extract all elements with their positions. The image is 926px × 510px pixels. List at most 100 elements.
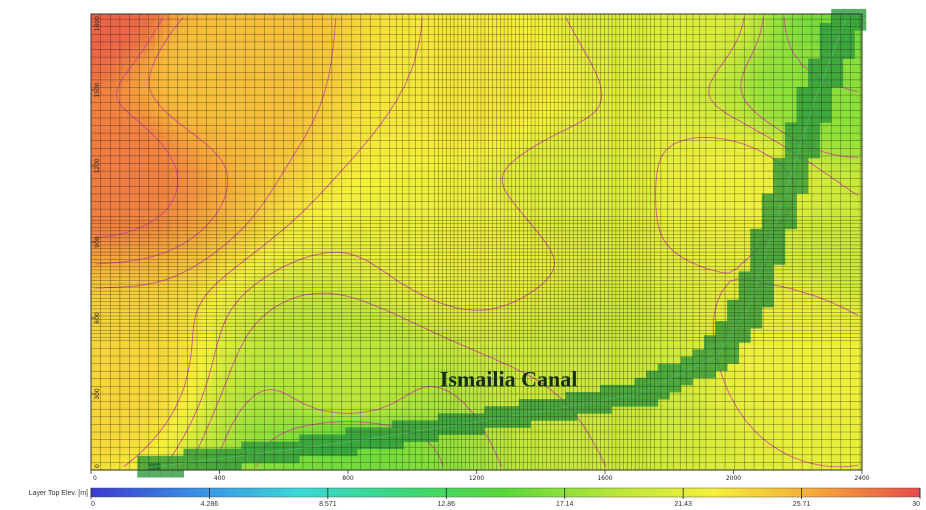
heat-cell xyxy=(115,324,124,332)
heat-cell xyxy=(637,318,646,325)
heat-cell xyxy=(725,248,735,256)
heat-cell xyxy=(677,400,686,408)
heat-cell xyxy=(853,311,863,319)
heat-cell xyxy=(91,153,100,161)
heat-cell xyxy=(388,343,397,351)
heat-cell xyxy=(315,191,325,199)
heat-cell xyxy=(516,387,526,395)
heat-cell xyxy=(227,242,237,249)
heat-cell xyxy=(532,210,542,218)
heat-cell xyxy=(717,172,727,180)
heat-cell xyxy=(123,444,132,452)
heat-cell xyxy=(500,140,510,148)
heat-cell xyxy=(195,261,205,268)
heat-cell xyxy=(492,197,502,205)
heat-cell xyxy=(661,242,670,249)
heat-cell xyxy=(532,368,542,376)
heat-cell xyxy=(195,286,205,294)
heat-cell xyxy=(725,280,735,287)
heat-cell xyxy=(637,153,646,161)
heat-cell xyxy=(339,343,349,351)
heat-cell xyxy=(155,166,164,173)
heat-cell xyxy=(227,432,237,439)
heat-cell xyxy=(508,337,518,344)
heat-cell xyxy=(155,375,164,382)
heat-cell xyxy=(123,463,132,471)
heat-cell xyxy=(380,261,389,268)
heat-cell xyxy=(339,457,349,465)
heat-cell xyxy=(99,463,108,471)
heat-cell xyxy=(492,159,502,167)
heat-cell xyxy=(693,254,702,262)
heat-cell xyxy=(388,381,397,389)
heat-cell xyxy=(171,375,180,382)
heat-cell xyxy=(436,254,445,262)
heat-cell xyxy=(613,349,622,357)
heat-cell xyxy=(460,191,470,199)
heat-cell xyxy=(348,343,357,351)
heat-cell xyxy=(548,311,558,319)
heat-cell xyxy=(452,406,462,414)
heat-cell xyxy=(532,197,542,205)
heat-cell xyxy=(396,387,405,395)
heat-cell xyxy=(372,242,381,249)
heat-cell xyxy=(757,330,767,338)
heat-cell xyxy=(596,166,606,173)
heat-cell xyxy=(725,286,735,294)
heat-cell xyxy=(637,178,646,186)
heat-cell xyxy=(596,425,606,433)
heat-cell xyxy=(171,153,180,161)
heat-cell xyxy=(259,172,269,180)
heat-cell xyxy=(821,191,831,199)
heat-cell xyxy=(235,267,245,275)
heat-cell xyxy=(267,299,277,306)
heat-cell xyxy=(147,337,156,344)
heat-cell xyxy=(356,147,365,154)
heat-cell xyxy=(837,197,847,205)
heat-cell xyxy=(227,223,237,230)
heat-cell xyxy=(637,204,646,211)
heat-cell xyxy=(235,191,245,199)
heat-cell xyxy=(645,451,654,458)
heat-cell xyxy=(500,375,510,382)
heat-cell xyxy=(813,413,823,420)
heat-cell xyxy=(853,356,863,363)
heat-cell xyxy=(155,343,164,351)
heat-cell xyxy=(588,381,598,389)
heat-cell xyxy=(444,235,454,243)
heat-cell xyxy=(436,235,445,243)
heat-cell xyxy=(564,337,574,344)
heat-cell xyxy=(115,368,124,376)
heat-cell xyxy=(468,261,478,268)
heat-cell xyxy=(291,153,301,161)
heat-cell xyxy=(428,368,437,376)
heat-cell xyxy=(388,172,397,180)
heat-cell xyxy=(645,444,654,452)
heat-cell xyxy=(428,147,437,154)
heat-cell xyxy=(717,394,727,401)
heat-cell xyxy=(629,191,638,199)
heat-cell xyxy=(267,280,277,287)
heat-cell xyxy=(757,444,767,452)
heat-cell xyxy=(637,242,646,249)
heat-cell xyxy=(155,159,164,167)
heat-cell xyxy=(107,191,116,199)
heat-cell xyxy=(741,406,751,414)
heat-cell xyxy=(227,406,237,414)
heat-cell xyxy=(757,140,767,148)
heat-cell xyxy=(275,185,285,192)
heat-cell xyxy=(709,235,719,243)
heat-cell xyxy=(147,356,156,363)
heat-cell xyxy=(452,147,462,154)
heat-cell xyxy=(155,400,164,408)
heat-cell xyxy=(588,210,598,218)
heat-cell xyxy=(396,413,405,420)
heat-cell xyxy=(653,223,662,230)
heat-cell xyxy=(613,267,622,275)
heat-cell xyxy=(725,204,735,211)
heat-cell xyxy=(436,140,445,148)
heat-cell xyxy=(805,356,815,363)
heat-cell xyxy=(356,368,365,376)
heat-cell xyxy=(131,159,140,167)
heat-cell xyxy=(275,267,285,275)
